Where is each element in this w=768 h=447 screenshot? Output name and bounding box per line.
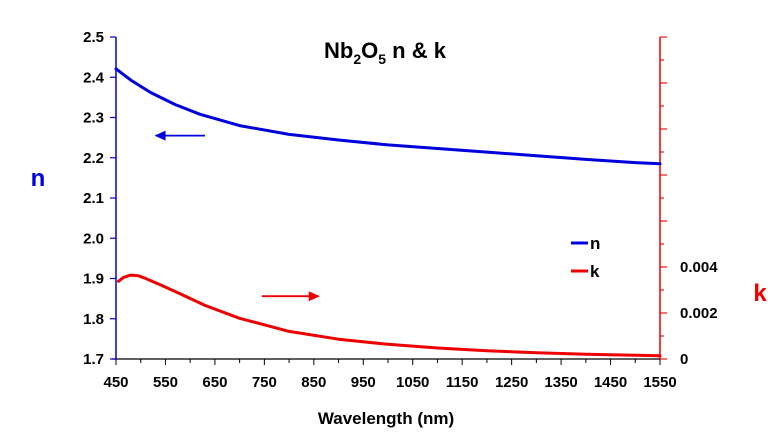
x-tick-label: 1150 bbox=[446, 374, 479, 391]
y-left-tick-label: 1.9 bbox=[83, 271, 104, 288]
y-axis-label-left: n bbox=[31, 165, 46, 192]
x-tick-label: 950 bbox=[351, 374, 376, 391]
y-left-tick-label: 2.3 bbox=[83, 110, 104, 127]
legend-label-k: k bbox=[590, 262, 600, 281]
y-left-tick-label: 2.0 bbox=[83, 230, 104, 247]
x-tick-label: 1350 bbox=[544, 374, 577, 391]
x-tick-label: 750 bbox=[252, 374, 277, 391]
chart-title-sub-2: 5 bbox=[378, 51, 386, 67]
x-tick-label: 1050 bbox=[396, 374, 429, 391]
legend-label-n: n bbox=[590, 234, 600, 253]
x-tick-label: 550 bbox=[153, 374, 178, 391]
y-right-tick-label: 0 bbox=[680, 351, 688, 368]
axes-group: 450 550 650 750 850 950 1050 1150 1250 1350 1450 15… bbox=[83, 29, 718, 391]
x-tick-label: 1550 bbox=[643, 374, 676, 391]
y-left-tick-label: 2.1 bbox=[83, 190, 104, 207]
chart-title-part-c: n & k bbox=[386, 38, 447, 63]
x-axis-label: Wavelength (nm) bbox=[318, 409, 454, 428]
chart-title: Nb2O5 n & k bbox=[324, 38, 447, 67]
x-tick-label: 450 bbox=[103, 374, 128, 391]
series-group bbox=[114, 67, 662, 358]
x-tick-label: 1250 bbox=[495, 374, 528, 391]
x-tick-label: 650 bbox=[202, 374, 227, 391]
y-left-tick-label: 1.7 bbox=[83, 351, 104, 368]
x-tick-label: 1450 bbox=[594, 374, 627, 391]
y-left-tick-label: 2.5 bbox=[83, 29, 104, 46]
arrow-right-head bbox=[308, 291, 320, 302]
chart-title-part-b: O bbox=[361, 38, 378, 63]
y-right-tick-label: 0.002 bbox=[680, 305, 718, 322]
y-right-tick-label: 0.004 bbox=[680, 259, 718, 276]
y-left-tick-label: 2.4 bbox=[83, 69, 105, 86]
y-left-tick-label: 1.8 bbox=[83, 311, 104, 328]
y-left-tick-label: 2.2 bbox=[83, 150, 104, 167]
legend: n k bbox=[571, 234, 600, 281]
x-tick-label: 850 bbox=[301, 374, 326, 391]
series-line-k bbox=[117, 273, 662, 358]
series-line-n bbox=[114, 67, 662, 166]
arrow-left-head bbox=[154, 130, 166, 141]
y-axis-label-right: k bbox=[753, 280, 767, 307]
chart-title-sub-1: 2 bbox=[353, 51, 361, 67]
annotation-group bbox=[154, 130, 320, 302]
chart-title-part-a: Nb bbox=[324, 38, 353, 63]
